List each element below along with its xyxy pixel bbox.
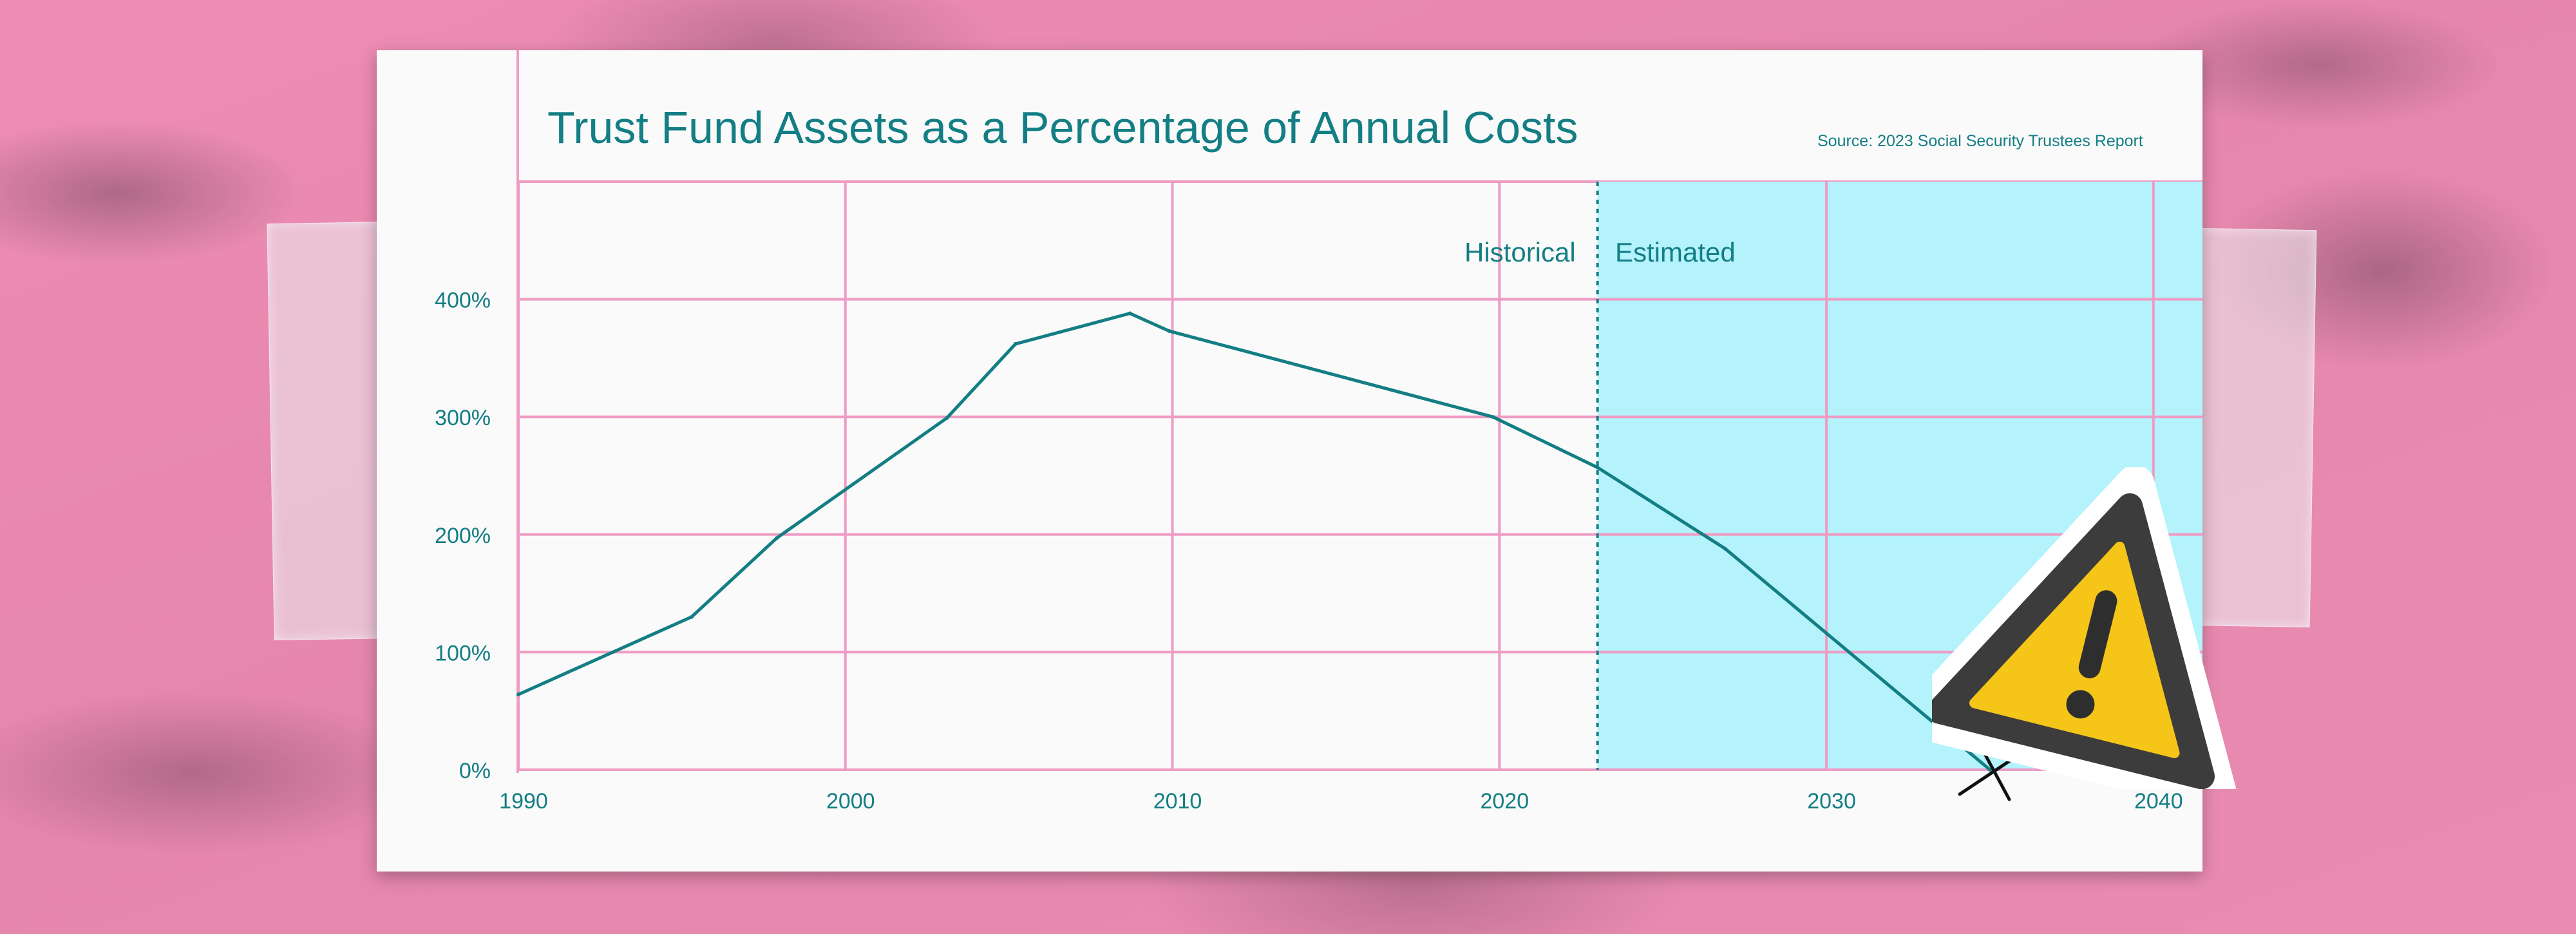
data-point xyxy=(1167,329,1171,333)
data-point xyxy=(1723,546,1727,551)
data-point xyxy=(690,615,694,619)
data-point xyxy=(775,536,779,540)
data-point xyxy=(1987,768,1992,772)
chart-title: Trust Fund Assets as a Percentage of Ann… xyxy=(547,102,1578,153)
x-tick-label: 2040 xyxy=(2134,789,2183,814)
data-point xyxy=(1128,311,1132,316)
warning-triangle-icon xyxy=(1932,467,2237,789)
x-tick-label: 1990 xyxy=(499,789,548,814)
estimated-label: Estimated xyxy=(1615,237,1736,267)
x-tick-label: 2030 xyxy=(1807,789,1856,814)
x-tick-label: 2010 xyxy=(1153,789,1202,814)
y-tick-label: 0% xyxy=(459,759,491,783)
data-point xyxy=(516,692,520,697)
data-point xyxy=(945,416,949,421)
y-tick-label: 400% xyxy=(435,289,491,313)
y-tick-label: 200% xyxy=(435,524,491,548)
data-point xyxy=(1013,341,1018,346)
chart-source: Source: 2023 Social Security Trustees Re… xyxy=(1817,132,2143,150)
y-tick-label: 300% xyxy=(435,406,491,430)
historical-label: Historical xyxy=(1464,237,1576,267)
y-tick-label: 100% xyxy=(435,641,491,665)
data-point xyxy=(1595,465,1600,470)
x-tick-label: 2000 xyxy=(826,789,875,814)
x-tick-label: 2020 xyxy=(1480,789,1529,814)
data-point xyxy=(1491,415,1495,419)
